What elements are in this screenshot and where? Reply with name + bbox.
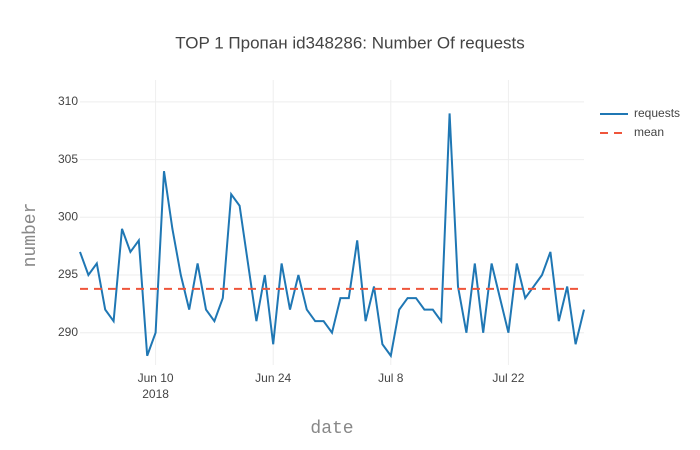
data-line (79, 113, 585, 359)
y-tick-label: 295 (58, 267, 78, 281)
y-tick-label: 290 (58, 325, 78, 339)
y-axis-title: number (21, 203, 41, 268)
x-axis-title: date (310, 419, 353, 439)
legend-label: requests (634, 106, 680, 120)
chart-title: TOP 1 Пропан id348286: Number Of request… (175, 33, 525, 52)
x-tick-label: Jul 8 (378, 371, 404, 385)
x-tick-label: Jun 24 (255, 371, 291, 385)
x-tick-label: Jun 10 (138, 371, 174, 385)
x-year-label: 2018 (142, 387, 169, 401)
y-tick-label: 305 (58, 152, 78, 166)
y-tick-label: 300 (58, 209, 78, 223)
y-tick-label: 310 (58, 94, 78, 108)
x-tick-label: Jul 22 (492, 371, 524, 385)
legend-label: mean (634, 125, 664, 139)
